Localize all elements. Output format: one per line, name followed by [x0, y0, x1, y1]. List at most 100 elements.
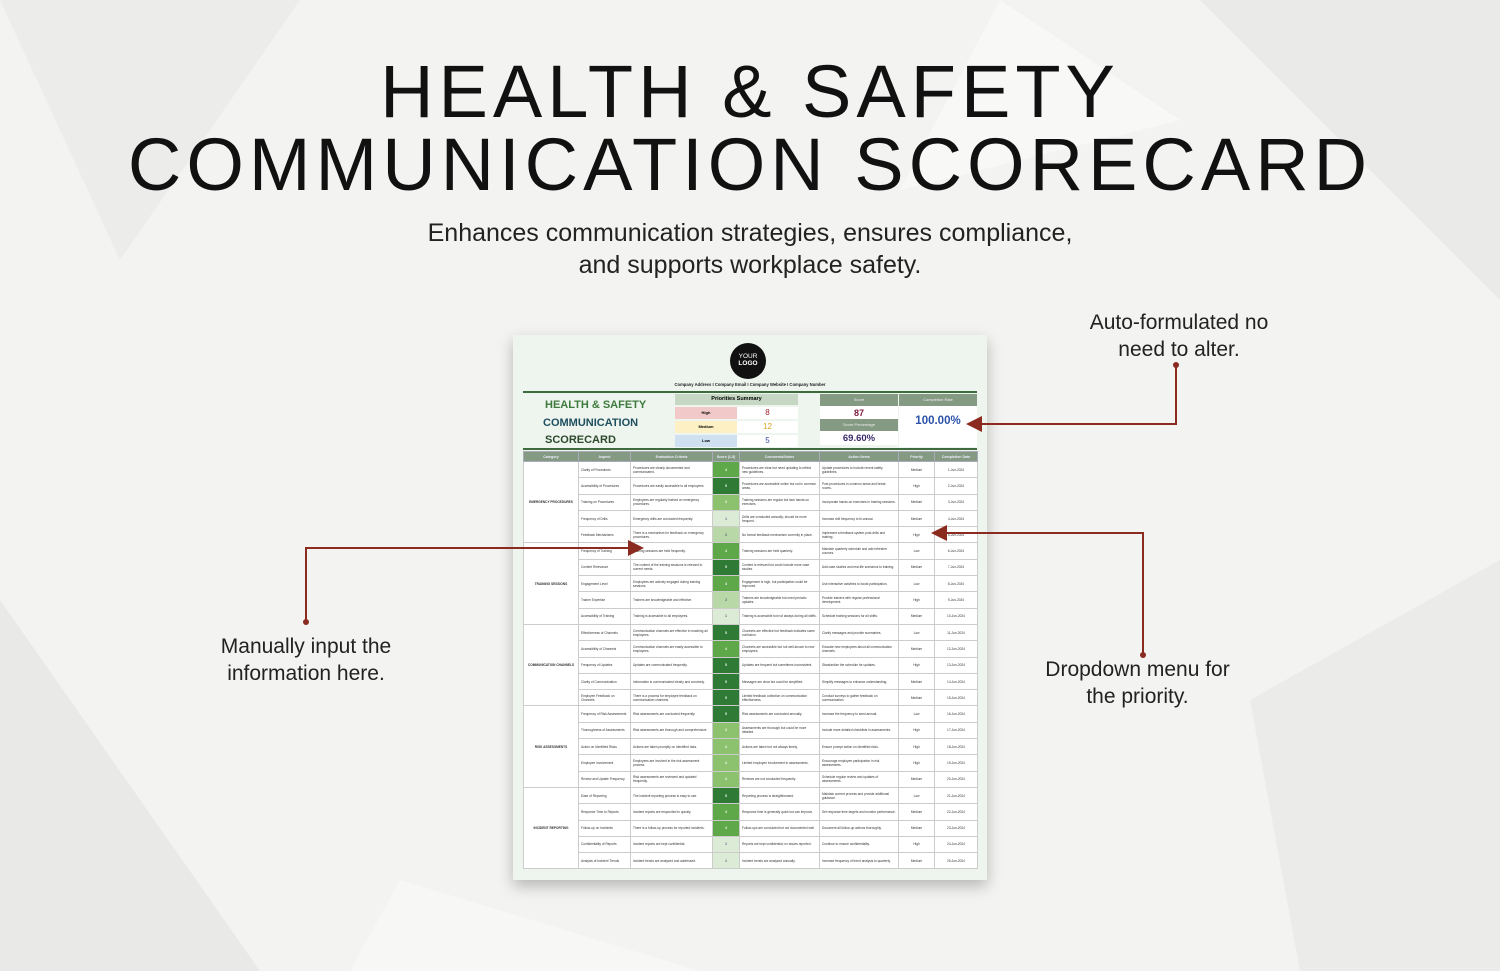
completion-date-cell[interactable]: 22-Jun-2024	[934, 803, 978, 821]
completion-date-cell[interactable]: 1-Jun-2024	[934, 460, 978, 479]
action-items-cell[interactable]: Clarify messages and provide summaries.	[819, 623, 899, 642]
comments-cell[interactable]: Reports are kept confidential; no issues…	[739, 835, 820, 854]
action-items-cell[interactable]: Conduct surveys to gather feedback on co…	[819, 689, 899, 707]
aspect-cell[interactable]: Content Relevance	[578, 558, 631, 577]
evaluation-criteria-cell[interactable]: Communication channels are effective in …	[630, 623, 713, 642]
priority-cell[interactable]: Low	[898, 542, 935, 560]
priority-cell[interactable]: Low	[898, 786, 935, 805]
aspect-cell[interactable]: Confidentiality of Reports	[578, 835, 631, 854]
comments-cell[interactable]: Follow-ups are conducted but not documen…	[739, 819, 820, 837]
comments-cell[interactable]: Limited feedback collection on communica…	[739, 689, 820, 707]
aspect-cell[interactable]: Follow-up on Incidents	[578, 819, 631, 837]
evaluation-criteria-cell[interactable]: Trainers are knowledgeable and effective…	[630, 591, 713, 609]
comments-cell[interactable]: Content is relevant but could include mo…	[739, 558, 820, 577]
priority-cell[interactable]: High	[898, 526, 935, 544]
priority-cell[interactable]: High	[898, 721, 935, 740]
completion-date-cell[interactable]: 20-Jun-2024	[934, 770, 978, 788]
priority-cell[interactable]: High	[898, 477, 935, 495]
completion-date-cell[interactable]: 21-Jun-2024	[934, 786, 978, 805]
comments-cell[interactable]: Messages are clear but could be simplifi…	[739, 672, 820, 691]
action-items-cell[interactable]: Set response time targets and monitor pe…	[819, 803, 899, 821]
priority-cell[interactable]: Medium	[898, 803, 935, 821]
comments-cell[interactable]: Training sessions are regular but lack h…	[739, 493, 820, 511]
action-items-cell[interactable]: Encourage employee participation in risk…	[819, 754, 899, 772]
completion-date-cell[interactable]: 24-Jun-2024	[934, 835, 978, 854]
comments-cell[interactable]: Assessments are thorough but could be mo…	[739, 721, 820, 740]
priority-cell[interactable]: High	[898, 738, 935, 756]
action-items-cell[interactable]: Educate new employees about all communic…	[819, 640, 899, 658]
action-items-cell[interactable]: Ensure prompt action on identified risks…	[819, 738, 899, 756]
priority-cell[interactable]: Medium	[898, 852, 935, 870]
completion-date-cell[interactable]: 18-Jun-2024	[934, 738, 978, 756]
action-items-cell[interactable]: Document all follow-up actions thoroughl…	[819, 819, 899, 837]
priority-cell[interactable]: Medium	[898, 607, 935, 625]
priority-cell[interactable]: Medium	[898, 558, 935, 577]
completion-date-cell[interactable]: 23-Jun-2024	[934, 819, 978, 837]
comments-cell[interactable]: Risk assessments are conducted annually.	[739, 705, 820, 723]
action-items-cell[interactable]: Implement a feedback system post-drills …	[819, 526, 899, 544]
aspect-cell[interactable]: Clarity of Communication	[578, 672, 631, 691]
aspect-cell[interactable]: Accessibility of Training	[578, 607, 631, 625]
comments-cell[interactable]: Channels are accessible but not well-kno…	[739, 640, 820, 658]
evaluation-criteria-cell[interactable]: Incident reports are responded to quickl…	[630, 803, 713, 821]
aspect-cell[interactable]: Engagement Level	[578, 575, 631, 593]
evaluation-criteria-cell[interactable]: Information is communicated clearly and …	[630, 672, 713, 691]
action-items-cell[interactable]: Continue to ensure confidentiality.	[819, 835, 899, 854]
completion-date-cell[interactable]: 16-Jun-2024	[934, 705, 978, 723]
action-items-cell[interactable]: Include more detailed checklists in asse…	[819, 721, 899, 740]
completion-date-cell[interactable]: 19-Jun-2024	[934, 754, 978, 772]
evaluation-criteria-cell[interactable]: Training sessions are held frequently.	[630, 542, 713, 560]
aspect-cell[interactable]: Frequency of Training	[578, 542, 631, 560]
comments-cell[interactable]: Procedures are clear but need updating t…	[739, 460, 820, 479]
evaluation-criteria-cell[interactable]: Communication channels are easily access…	[630, 640, 713, 658]
completion-date-cell[interactable]: 7-Jun-2024	[934, 558, 978, 577]
evaluation-criteria-cell[interactable]: Actions are taken promptly on identified…	[630, 738, 713, 756]
evaluation-criteria-cell[interactable]: Employees are regularly trained on emerg…	[630, 493, 713, 511]
action-items-cell[interactable]: Incorporate hands-on exercises in traini…	[819, 493, 899, 511]
priority-cell[interactable]: High	[898, 656, 935, 674]
completion-date-cell[interactable]: 9-Jun-2024	[934, 591, 978, 609]
evaluation-criteria-cell[interactable]: The content of the training sessions is …	[630, 558, 713, 577]
priority-cell[interactable]: Medium	[898, 509, 935, 528]
action-items-cell[interactable]: Schedule training sessions for all shift…	[819, 607, 899, 625]
aspect-cell[interactable]: Thoroughness of Assessments	[578, 721, 631, 740]
priority-cell[interactable]: Medium	[898, 770, 935, 788]
action-items-cell[interactable]: Add case studies and real-life scenarios…	[819, 558, 899, 577]
priority-cell[interactable]: Low	[898, 705, 935, 723]
aspect-cell[interactable]: Employee Involvement	[578, 754, 631, 772]
comments-cell[interactable]: Engagement is high, but participation co…	[739, 575, 820, 593]
aspect-cell[interactable]: Response Time to Reports	[578, 803, 631, 821]
completion-date-cell[interactable]: 10-Jun-2024	[934, 607, 978, 625]
aspect-cell[interactable]: Trainer Expertise	[578, 591, 631, 609]
action-items-cell[interactable]: Increase drill frequency to bi-annual.	[819, 509, 899, 528]
completion-date-cell[interactable]: 6-Jun-2024	[934, 542, 978, 560]
evaluation-criteria-cell[interactable]: Risk assessments are reviewed and update…	[630, 770, 713, 788]
completion-date-cell[interactable]: 5-Jun-2024	[934, 526, 978, 544]
action-items-cell[interactable]: Standardize the schedule for updates.	[819, 656, 899, 674]
evaluation-criteria-cell[interactable]: Incident trends are analyzed and address…	[630, 852, 713, 870]
priority-cell[interactable]: Medium	[898, 640, 935, 658]
evaluation-criteria-cell[interactable]: Procedures are clearly documented and co…	[630, 460, 713, 479]
aspect-cell[interactable]: Accessibility of Channels	[578, 640, 631, 658]
evaluation-criteria-cell[interactable]: Training is accessible to all employees.	[630, 607, 713, 625]
comments-cell[interactable]: Incident trends are analyzed annually.	[739, 852, 820, 870]
evaluation-criteria-cell[interactable]: The incident reporting process is easy t…	[630, 786, 713, 805]
aspect-cell[interactable]: Review and Update Frequency	[578, 770, 631, 788]
comments-cell[interactable]: Actions are taken but not always timely.	[739, 738, 820, 756]
aspect-cell[interactable]: Clarity of Procedures	[578, 460, 631, 479]
priority-cell[interactable]: Medium	[898, 819, 935, 837]
action-items-cell[interactable]: Increase frequency of trend analysis to …	[819, 852, 899, 870]
priority-cell[interactable]: High	[898, 835, 935, 854]
comments-cell[interactable]: Procedures are accessible online but not…	[739, 477, 820, 495]
aspect-cell[interactable]: Frequency of Risk Assessments	[578, 705, 631, 723]
evaluation-criteria-cell[interactable]: There is a follow-up process for reporte…	[630, 819, 713, 837]
comments-cell[interactable]: Training sessions are held quarterly.	[739, 542, 820, 560]
action-items-cell[interactable]: Update procedures to include recent safe…	[819, 460, 899, 479]
completion-date-cell[interactable]: 15-Jun-2024	[934, 689, 978, 707]
completion-date-cell[interactable]: 25-Jun-2024	[934, 852, 978, 870]
completion-date-cell[interactable]: 4-Jun-2024	[934, 509, 978, 528]
priority-cell[interactable]: Medium	[898, 689, 935, 707]
evaluation-criteria-cell[interactable]: Procedures are easily accessible to all …	[630, 477, 713, 495]
comments-cell[interactable]: Updates are frequent but sometimes incon…	[739, 656, 820, 674]
comments-cell[interactable]: Reviews are not conducted frequently.	[739, 770, 820, 788]
